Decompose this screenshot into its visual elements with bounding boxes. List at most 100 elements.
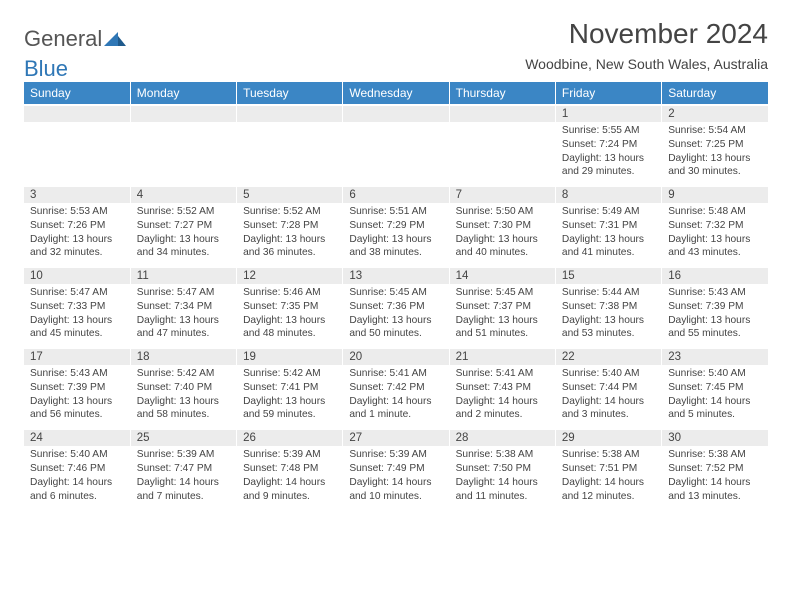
day-number	[343, 105, 449, 122]
day-number: 14	[449, 267, 555, 284]
day-number: 3	[24, 186, 130, 203]
sunrise-text: Sunrise: 5:49 AM	[562, 205, 655, 219]
day-number: 27	[343, 429, 449, 446]
month-title: November 2024	[569, 18, 768, 50]
sunrise-text: Sunrise: 5:40 AM	[562, 367, 655, 381]
sunrise-text: Sunrise: 5:52 AM	[137, 205, 230, 219]
sunrise-text: Sunrise: 5:45 AM	[349, 286, 442, 300]
logo-text-blue: Blue	[24, 56, 68, 82]
title-block: November 2024	[569, 18, 768, 50]
day-detail: Sunrise: 5:53 AMSunset: 7:26 PMDaylight:…	[24, 203, 130, 267]
weekday-header: Thursday	[449, 82, 555, 105]
logo-triangle-icon	[104, 26, 126, 52]
day-number: 16	[662, 267, 768, 284]
daylight-text: Daylight: 13 hours and 43 minutes.	[668, 233, 762, 261]
sunrise-text: Sunrise: 5:54 AM	[668, 124, 762, 138]
sunrise-text: Sunrise: 5:43 AM	[668, 286, 762, 300]
day-detail: Sunrise: 5:46 AMSunset: 7:35 PMDaylight:…	[237, 284, 343, 348]
sunrise-text: Sunrise: 5:51 AM	[349, 205, 442, 219]
day-detail: Sunrise: 5:43 AMSunset: 7:39 PMDaylight:…	[24, 365, 130, 429]
daylight-text: Daylight: 13 hours and 41 minutes.	[562, 233, 655, 261]
sunrise-text: Sunrise: 5:39 AM	[349, 448, 442, 462]
daylight-text: Daylight: 14 hours and 13 minutes.	[668, 476, 762, 504]
sunset-text: Sunset: 7:29 PM	[349, 219, 442, 233]
day-detail: Sunrise: 5:43 AMSunset: 7:39 PMDaylight:…	[662, 284, 768, 348]
logo: General	[24, 26, 126, 52]
sunset-text: Sunset: 7:25 PM	[668, 138, 762, 152]
sunset-text: Sunset: 7:36 PM	[349, 300, 442, 314]
weekday-header-row: Sunday Monday Tuesday Wednesday Thursday…	[24, 82, 768, 105]
sunset-text: Sunset: 7:42 PM	[349, 381, 442, 395]
sunset-text: Sunset: 7:39 PM	[30, 381, 124, 395]
day-number: 18	[130, 348, 236, 365]
daylight-text: Daylight: 13 hours and 40 minutes.	[456, 233, 549, 261]
day-number: 13	[343, 267, 449, 284]
sunset-text: Sunset: 7:24 PM	[562, 138, 655, 152]
day-number: 29	[555, 429, 661, 446]
weekday-header: Saturday	[662, 82, 768, 105]
day-detail: Sunrise: 5:41 AMSunset: 7:42 PMDaylight:…	[343, 365, 449, 429]
sunrise-text: Sunrise: 5:43 AM	[30, 367, 124, 381]
daylight-text: Daylight: 14 hours and 3 minutes.	[562, 395, 655, 423]
sunrise-text: Sunrise: 5:39 AM	[137, 448, 230, 462]
daynum-row: 17181920212223	[24, 348, 768, 365]
daylight-text: Daylight: 13 hours and 58 minutes.	[137, 395, 230, 423]
sunset-text: Sunset: 7:49 PM	[349, 462, 442, 476]
day-number: 6	[343, 186, 449, 203]
sunrise-text: Sunrise: 5:40 AM	[668, 367, 762, 381]
day-detail: Sunrise: 5:40 AMSunset: 7:46 PMDaylight:…	[24, 446, 130, 509]
calendar-page: General November 2024 Blue Woodbine, New…	[0, 0, 792, 527]
day-number	[237, 105, 343, 122]
day-number: 15	[555, 267, 661, 284]
sunrise-text: Sunrise: 5:41 AM	[456, 367, 549, 381]
calendar-body: 12 Sunrise: 5:55 AMSunset: 7:24 PM Dayligh…	[24, 105, 768, 509]
daynum-row: 12	[24, 105, 768, 122]
day-number: 24	[24, 429, 130, 446]
daylight-text: Daylight: 13 hours and 36 minutes.	[243, 233, 336, 261]
sunset-text: Sunset: 7:52 PM	[668, 462, 762, 476]
day-number: 20	[343, 348, 449, 365]
sunset-text: Sunset: 7:41 PM	[243, 381, 336, 395]
sunrise-text: Sunrise: 5:50 AM	[456, 205, 549, 219]
day-detail: Sunrise: 5:47 AMSunset: 7:34 PMDaylight:…	[130, 284, 236, 348]
daylight-text: Daylight: 13 hours and 50 minutes.	[349, 314, 442, 342]
day-number: 21	[449, 348, 555, 365]
daylight-text: Daylight: 13 hours and 55 minutes.	[668, 314, 762, 342]
sunset-text: Sunset: 7:47 PM	[137, 462, 230, 476]
day-number: 2	[662, 105, 768, 122]
day-detail: Sunrise: 5:42 AMSunset: 7:41 PMDaylight:…	[237, 365, 343, 429]
sunrise-text: Sunrise: 5:45 AM	[456, 286, 549, 300]
day-detail: Sunrise: 5:45 AMSunset: 7:37 PMDaylight:…	[449, 284, 555, 348]
daylight-text: Daylight: 14 hours and 6 minutes.	[30, 476, 124, 504]
day-detail: Sunrise: 5:47 AMSunset: 7:33 PMDaylight:…	[24, 284, 130, 348]
sunrise-text: Sunrise: 5:38 AM	[562, 448, 655, 462]
daylight-text: Daylight: 13 hours and 32 minutes.	[30, 233, 124, 261]
daylight-text: Daylight: 13 hours and 38 minutes.	[349, 233, 442, 261]
day-detail: Sunrise: 5:49 AMSunset: 7:31 PMDaylight:…	[555, 203, 661, 267]
day-number: 17	[24, 348, 130, 365]
day-number: 1	[555, 105, 661, 122]
day-detail: Sunrise: 5:42 AMSunset: 7:40 PMDaylight:…	[130, 365, 236, 429]
day-detail: Sunrise: 5:52 AMSunset: 7:28 PMDaylight:…	[237, 203, 343, 267]
day-detail	[343, 122, 449, 186]
daylight-text: Daylight: 14 hours and 10 minutes.	[349, 476, 442, 504]
sunset-text: Sunset: 7:40 PM	[137, 381, 230, 395]
day-number: 28	[449, 429, 555, 446]
daylight-text: Daylight: 14 hours and 9 minutes.	[243, 476, 336, 504]
sunset-text: Sunset: 7:43 PM	[456, 381, 549, 395]
detail-row: Sunrise: 5:47 AMSunset: 7:33 PMDaylight:…	[24, 284, 768, 348]
daylight-text: Daylight: 13 hours and 53 minutes.	[562, 314, 655, 342]
day-number: 10	[24, 267, 130, 284]
sunset-text: Sunset: 7:27 PM	[137, 219, 230, 233]
day-number: 19	[237, 348, 343, 365]
logo-text-general: General	[24, 26, 102, 52]
day-number	[449, 105, 555, 122]
sunset-text: Sunset: 7:32 PM	[668, 219, 762, 233]
sunrise-text: Sunrise: 5:42 AM	[137, 367, 230, 381]
sunrise-text: Sunrise: 5:38 AM	[456, 448, 549, 462]
daylight-text: Daylight: 13 hours and 47 minutes.	[137, 314, 230, 342]
daynum-row: 24252627282930	[24, 429, 768, 446]
detail-row: Sunrise: 5:43 AMSunset: 7:39 PM Daylight:…	[24, 365, 768, 429]
sunrise-text: Sunrise: 5:55 AM	[562, 124, 655, 138]
day-number: 23	[662, 348, 768, 365]
